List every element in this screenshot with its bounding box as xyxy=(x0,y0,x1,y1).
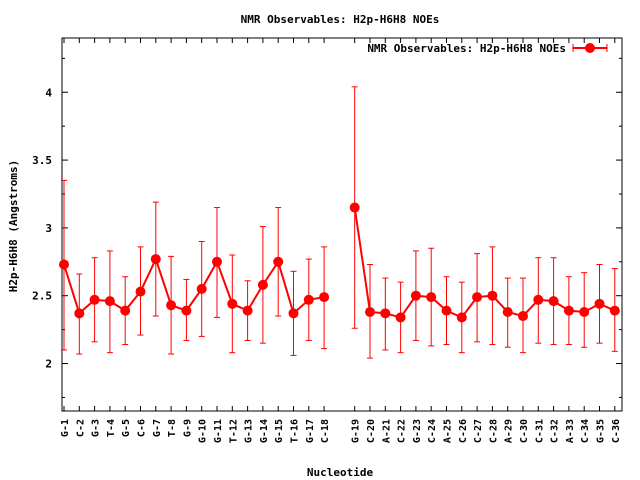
x-tick-label: T-16 xyxy=(290,419,301,443)
data-point xyxy=(594,298,605,309)
x-tick-label: C-30 xyxy=(519,419,530,443)
data-point xyxy=(135,286,146,297)
data-point xyxy=(579,306,590,317)
data-point xyxy=(548,296,559,307)
x-tick-label: A-29 xyxy=(504,419,515,443)
data-point xyxy=(212,256,222,267)
data-point xyxy=(257,279,268,290)
data-points xyxy=(59,202,620,323)
data-point xyxy=(487,290,498,301)
x-tick-label: C-26 xyxy=(458,419,469,443)
legend-marker xyxy=(585,43,595,53)
x-tick-label: C-27 xyxy=(473,419,484,443)
x-tick-label: G-7 xyxy=(152,419,163,437)
x-tick-label: G-13 xyxy=(244,419,255,443)
data-point xyxy=(89,294,100,305)
data-point xyxy=(74,308,85,319)
x-tick-label: C-28 xyxy=(488,419,499,443)
x-tick-label: A-21 xyxy=(381,419,392,443)
x-tick-label: G-1 xyxy=(60,419,71,437)
x-tick-label: C-20 xyxy=(366,419,377,443)
x-tick-label: G-17 xyxy=(305,419,316,443)
y-axis: 2 2.5 3 3.5 4 xyxy=(32,57,622,398)
x-tick-label: G-23 xyxy=(412,419,423,443)
x-tick-label: G-19 xyxy=(351,419,362,443)
x-tick-label: G-15 xyxy=(274,419,285,443)
data-point xyxy=(59,259,69,270)
x-tick-label: C-6 xyxy=(137,419,148,437)
x-tick-label: C-24 xyxy=(427,419,438,443)
data-point xyxy=(441,305,452,316)
data-point xyxy=(609,305,620,316)
data-point xyxy=(120,305,131,316)
x-tick-label: T-4 xyxy=(106,419,117,437)
x-tick-label: C-36 xyxy=(611,419,622,443)
data-point xyxy=(227,298,238,309)
data-point xyxy=(502,306,513,317)
x-tick-label: A-25 xyxy=(443,419,454,443)
data-point xyxy=(365,306,375,317)
x-tick-label: C-31 xyxy=(534,419,545,443)
x-tick-label: T-12 xyxy=(228,419,239,443)
data-point xyxy=(533,294,544,305)
data-point xyxy=(456,312,467,323)
y-axis-label: H2p-H6H8 (Angstroms) xyxy=(7,160,20,292)
data-point xyxy=(166,300,177,311)
x-tick-label: A-33 xyxy=(565,419,576,443)
x-tick-label: C-2 xyxy=(75,419,86,437)
x-tick-label: G-9 xyxy=(182,419,193,437)
legend: NMR Observables: H2p-H6H8 NOEs xyxy=(367,42,608,55)
data-point xyxy=(196,283,207,294)
x-tick-label: G-11 xyxy=(213,419,224,443)
legend-label: NMR Observables: H2p-H6H8 NOEs xyxy=(367,42,566,55)
data-point xyxy=(242,305,253,316)
data-point xyxy=(349,202,360,213)
y-tick-label: 3.5 xyxy=(32,154,52,167)
data-point xyxy=(472,292,483,303)
x-tick-label: C-32 xyxy=(550,419,561,443)
y-tick-label: 2.5 xyxy=(32,290,52,303)
data-point xyxy=(181,305,192,316)
x-tick-label: G-14 xyxy=(259,419,270,443)
x-tick-label: C-22 xyxy=(397,419,408,443)
data-point xyxy=(380,308,391,319)
series-lines xyxy=(63,207,616,319)
error-bars xyxy=(61,86,618,359)
data-point xyxy=(395,312,406,323)
y-tick-label: 4 xyxy=(45,86,52,99)
series-line xyxy=(353,207,616,319)
x-tick-label: G-5 xyxy=(121,419,132,437)
x-tick-label: T-8 xyxy=(167,419,178,437)
data-point xyxy=(288,308,299,319)
x-tick-label: C-34 xyxy=(580,419,591,443)
y-tick-label: 3 xyxy=(45,222,52,235)
x-tick-label: C-18 xyxy=(320,419,331,443)
data-point xyxy=(273,256,284,267)
y-tick-label: 2 xyxy=(45,358,52,371)
data-point xyxy=(104,296,115,307)
data-point xyxy=(426,292,437,303)
x-axis-label: Nucleotide xyxy=(307,466,374,479)
data-point xyxy=(150,254,161,265)
data-point xyxy=(410,290,421,301)
series-line xyxy=(63,256,325,316)
x-tick-label: G-3 xyxy=(91,419,102,437)
plot-frame xyxy=(61,37,623,412)
x-axis: G-1 C-2 G-3 T-4 G-5 C-6 G-7 T-8 G-9 G-10 G-11 T-12 G… xyxy=(60,38,622,443)
data-point xyxy=(303,294,314,305)
x-tick-label: G-10 xyxy=(198,419,209,443)
x-tick-label: G-35 xyxy=(596,419,607,443)
data-point xyxy=(563,305,574,316)
data-point xyxy=(518,311,528,322)
data-point xyxy=(319,292,330,303)
chart-title: NMR Observables: H2p-H6H8 NOEs xyxy=(241,13,440,26)
